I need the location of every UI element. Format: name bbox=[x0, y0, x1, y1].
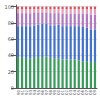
svg-text:01: 01 bbox=[60, 90, 66, 96]
svg-text:0: 0 bbox=[11, 85, 14, 91]
svg-text:60: 60 bbox=[8, 36, 14, 42]
svg-text:93: 93 bbox=[27, 90, 33, 96]
svg-text:03: 03 bbox=[68, 90, 74, 96]
svg-text:98: 98 bbox=[47, 90, 53, 96]
svg-text:08: 08 bbox=[88, 90, 94, 96]
svg-text:92: 92 bbox=[23, 90, 29, 96]
svg-text:99: 99 bbox=[52, 90, 57, 96]
svg-text:00: 00 bbox=[56, 90, 61, 96]
svg-text:90: 90 bbox=[15, 90, 21, 96]
svg-text:09: 09 bbox=[92, 90, 97, 96]
svg-text:40: 40 bbox=[8, 52, 14, 58]
svg-text:80: 80 bbox=[8, 20, 14, 26]
svg-text:02: 02 bbox=[64, 90, 70, 96]
svg-text:100: 100 bbox=[4, 4, 14, 10]
svg-text:04: 04 bbox=[72, 90, 78, 96]
svg-text:91: 91 bbox=[19, 90, 25, 96]
svg-text:97: 97 bbox=[43, 90, 49, 96]
svg-text:07: 07 bbox=[84, 90, 90, 96]
svg-text:20: 20 bbox=[8, 69, 14, 75]
svg-text:94: 94 bbox=[31, 90, 37, 96]
svg-text:06: 06 bbox=[80, 90, 86, 96]
svg-text:95: 95 bbox=[35, 90, 41, 96]
svg-text:05: 05 bbox=[76, 90, 82, 96]
svg-text:96: 96 bbox=[39, 90, 45, 96]
